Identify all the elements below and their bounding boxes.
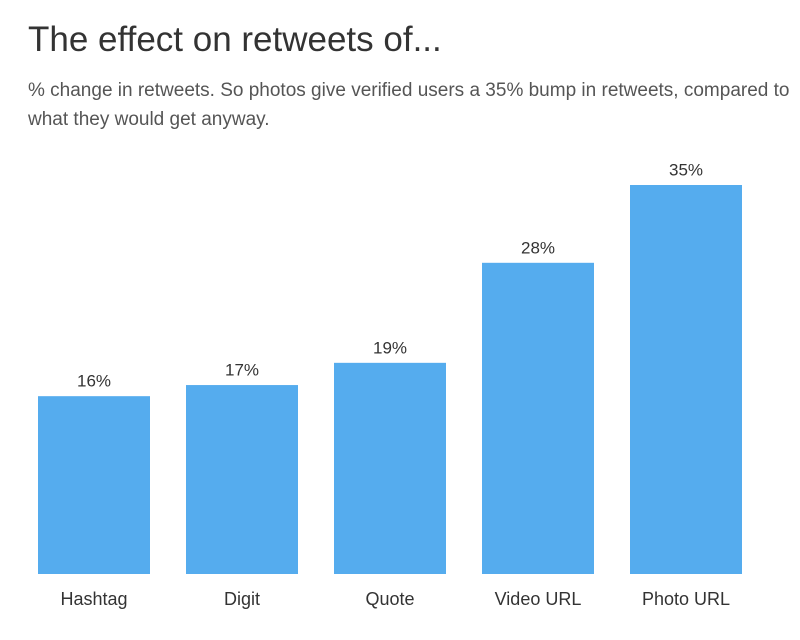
bar [482,262,594,574]
x-tick-label: Video URL [495,589,582,609]
x-tick-label: Digit [224,589,260,609]
bar [186,385,298,574]
value-label: 35% [669,160,703,179]
value-label: 16% [77,372,111,391]
x-tick-label: Quote [365,589,414,609]
bar [38,396,150,574]
chart-title: The effect on retweets of... [28,20,442,59]
chart-subtitle: % change in retweets. So photos give ver… [28,80,790,130]
bar [334,362,446,574]
x-tick-label: Hashtag [60,589,127,609]
x-tick-label: Photo URL [642,589,730,609]
value-label: 19% [373,338,407,357]
bar [630,185,742,574]
value-label: 17% [225,361,259,380]
value-label: 28% [521,238,555,257]
